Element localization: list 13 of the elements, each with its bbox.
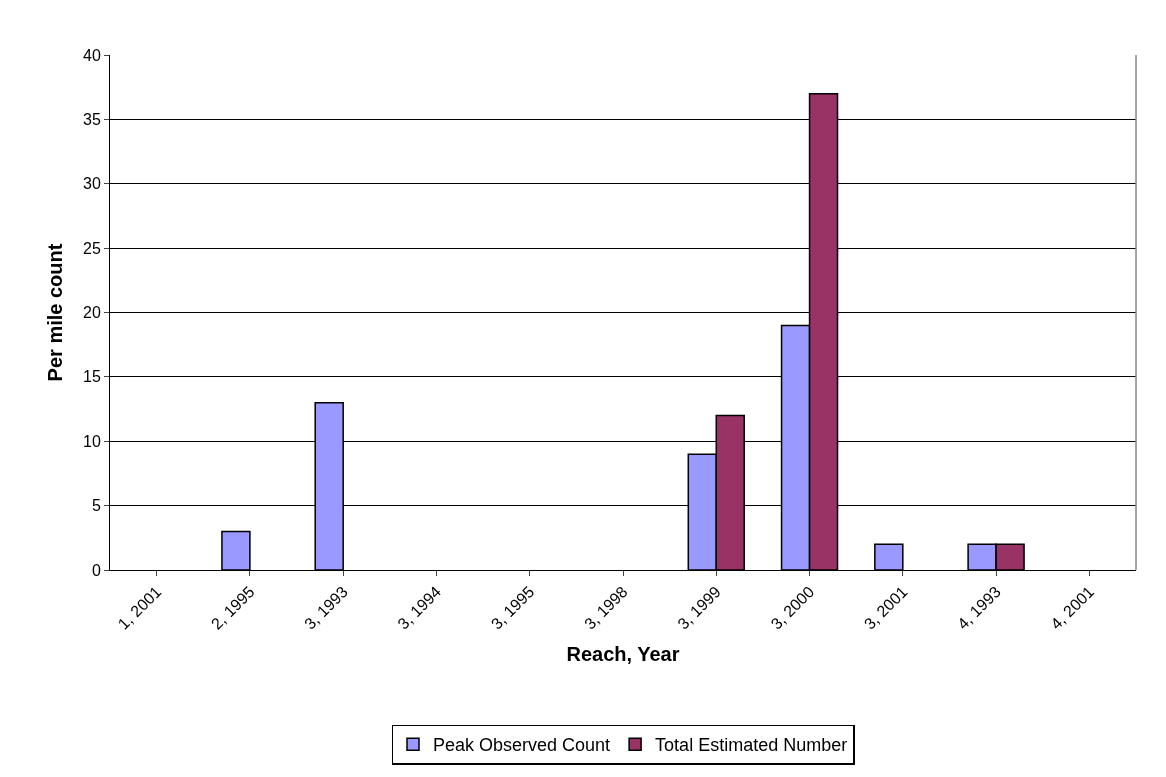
y-tick-label: 25 [83,239,101,257]
y-tick-label: 5 [91,497,101,515]
y-tick-label: 35 [83,110,101,128]
y-axis-title: Per mile count [43,243,66,382]
y-tick-label: 15 [83,368,101,386]
y-tick-label: 0 [91,561,101,579]
y-tick-label: 10 [83,432,101,450]
y-tick-label: 30 [83,175,101,193]
legend-label: Total Estimated Number [655,735,848,756]
y-tick-label: 20 [83,304,101,322]
y-tick-label: 40 [83,46,101,64]
legend-label: Peak Observed Count [433,735,611,756]
x-axis-title: Reach, Year [566,643,680,666]
